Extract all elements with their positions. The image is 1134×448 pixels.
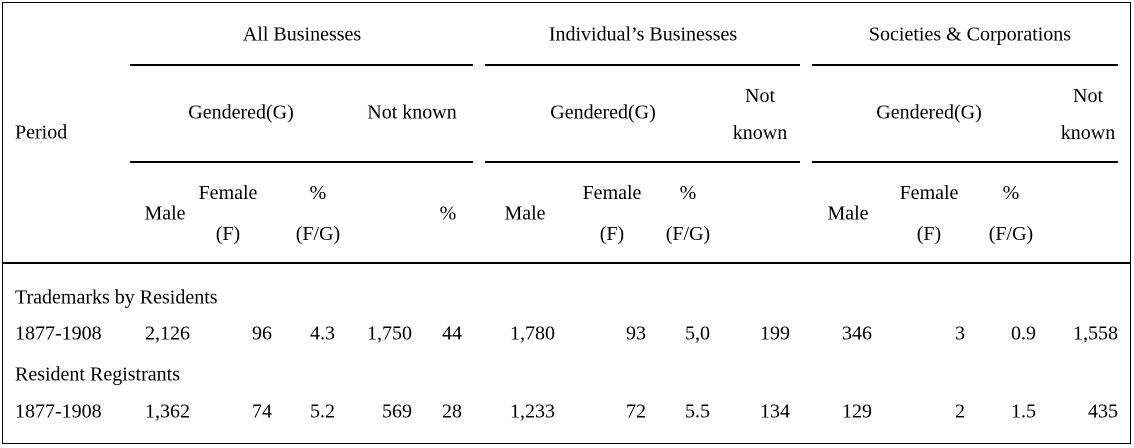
- cell: 3: [955, 322, 965, 345]
- cell: 2: [955, 400, 965, 423]
- cell: 1,780: [510, 322, 555, 345]
- column-header: Female (F): [899, 182, 959, 245]
- column-header: % (F/G): [988, 182, 1034, 245]
- column-header: Male: [144, 202, 186, 225]
- rule: [812, 161, 1118, 163]
- cell: 28: [442, 400, 462, 423]
- cell: 199: [760, 322, 790, 345]
- period-header: Period: [15, 121, 68, 144]
- cell: 74: [252, 400, 272, 423]
- cell: 4.3: [310, 322, 335, 345]
- group-title: Individual’s Businesses: [548, 23, 738, 46]
- rule: [130, 64, 473, 66]
- group-title: Societies & Corporations: [868, 23, 1072, 46]
- cell: 569: [382, 400, 412, 423]
- group-title: All Businesses: [242, 23, 362, 46]
- cell: 44: [442, 322, 462, 345]
- section-title: Trademarks by Residents: [15, 286, 218, 309]
- cell: 435: [1088, 400, 1118, 423]
- rule: [485, 64, 800, 66]
- subheader: Gendered(G): [550, 101, 656, 124]
- column-header: Female (F): [582, 182, 642, 245]
- cell: 2,126: [145, 322, 190, 345]
- cell: 5.2: [310, 400, 335, 423]
- column-header: Male: [504, 202, 546, 225]
- subheader: Not known: [732, 85, 788, 144]
- cell: 134: [760, 400, 790, 423]
- cell: 5,0: [685, 322, 710, 345]
- subheader: Not known: [1060, 85, 1116, 144]
- cell: 96: [252, 322, 272, 345]
- column-header: % (F/G): [295, 182, 341, 245]
- section-title: Resident Registrants: [15, 363, 180, 386]
- subheader: Not known: [367, 101, 457, 124]
- cell: 1,362: [145, 400, 190, 423]
- cell: 0.9: [1011, 322, 1036, 345]
- cell: 1,233: [510, 400, 555, 423]
- subheader: Gendered(G): [876, 101, 982, 124]
- rule: [485, 161, 800, 163]
- row-period: 1877-1908: [15, 322, 102, 345]
- cell: 5.5: [685, 400, 710, 423]
- rule: [130, 161, 473, 163]
- cell: 93: [626, 322, 646, 345]
- row-period: 1877-1908: [15, 400, 102, 423]
- cell: 1,750: [367, 322, 412, 345]
- rule: [812, 64, 1118, 66]
- column-header: % (F/G): [665, 182, 711, 245]
- column-header: Male: [827, 202, 869, 225]
- rule: [2, 262, 1131, 264]
- cell: 346: [842, 322, 872, 345]
- cell: 72: [626, 400, 646, 423]
- subheader: Gendered(G): [188, 101, 294, 124]
- cell: 1.5: [1011, 400, 1036, 423]
- column-header: Female (F): [198, 182, 258, 245]
- cell: 1,558: [1073, 322, 1118, 345]
- column-header: %: [439, 202, 457, 225]
- cell: 129: [842, 400, 872, 423]
